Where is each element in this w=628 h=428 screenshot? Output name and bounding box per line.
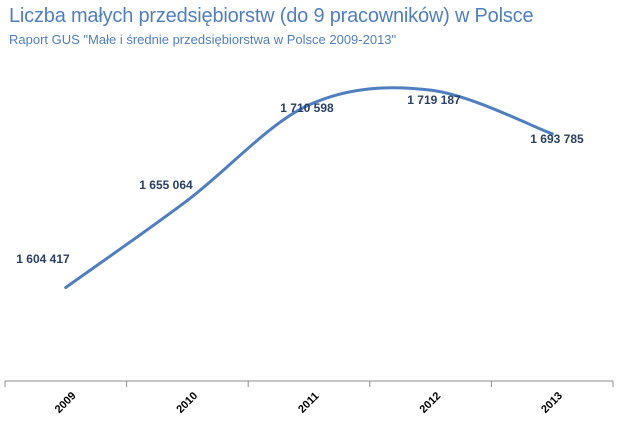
x-tick-label-2010: 2010 — [174, 390, 200, 416]
data-label-2010: 1 655 064 — [139, 178, 193, 192]
data-point-2013 — [550, 132, 554, 136]
data-label-2013: 1 693 785 — [530, 132, 584, 146]
x-tick-label-2012: 2012 — [418, 390, 444, 416]
chart-subtitle: Raport GUS "Małe i średnie przedsiębiors… — [9, 32, 397, 47]
x-tick-label-2009: 2009 — [53, 390, 79, 416]
x-tick-label-2011: 2011 — [296, 390, 321, 415]
x-tick-label-2013: 2013 — [539, 390, 565, 416]
data-label-2012: 1 719 187 — [407, 93, 461, 107]
data-point-2011 — [307, 103, 311, 107]
data-point-2012 — [429, 88, 433, 92]
chart-title: Liczba małych przedsiębiorstw (do 9 prac… — [9, 5, 534, 27]
data-label-2011: 1 710 598 — [280, 101, 334, 115]
data-label-2009: 1 604 417 — [16, 252, 70, 266]
data-point-2009 — [64, 285, 68, 289]
data-point-2010 — [185, 198, 189, 202]
